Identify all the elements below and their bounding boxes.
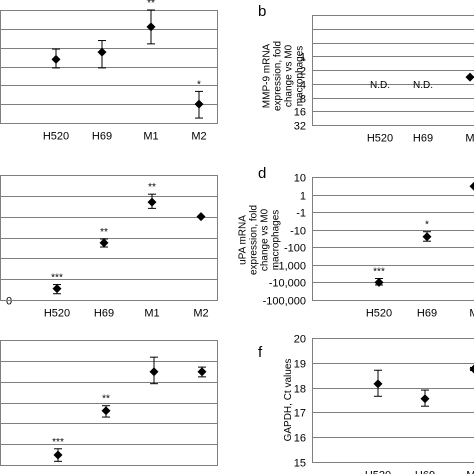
significance-label: ** bbox=[102, 394, 110, 405]
x-tick-label: M1 bbox=[143, 131, 158, 143]
panel-a: H520 H69 M1 M2*** bbox=[0, 0, 218, 143]
x-tick-label: M1 bbox=[146, 473, 161, 474]
x-tick-label: H520 bbox=[44, 308, 70, 320]
data-point bbox=[99, 238, 109, 248]
data-point bbox=[147, 197, 157, 207]
y-tick-label: 8 bbox=[300, 94, 306, 106]
y-axis-title: MMP-9 mRNAexpression, foldchange vs M0ma… bbox=[262, 41, 306, 111]
data-point bbox=[374, 277, 384, 287]
data-point bbox=[53, 450, 63, 460]
x-tick-label: H520 bbox=[367, 133, 393, 145]
significance-label: * bbox=[425, 220, 429, 231]
significance-label: * bbox=[197, 79, 201, 90]
y-tick-label: 10 bbox=[294, 173, 306, 185]
y-tick-label: -1,000 bbox=[275, 261, 306, 273]
y-tick-label: 17 bbox=[294, 408, 306, 420]
x-tick-label: H520 bbox=[365, 470, 391, 474]
panel-letter: f bbox=[258, 344, 263, 361]
y-axis-title: uPA mRNAexpression, foldchange vs M0macr… bbox=[238, 205, 282, 275]
y-tick-label: 20 bbox=[294, 334, 306, 346]
not-detected-label: N.D. bbox=[413, 80, 433, 91]
panel-d: 10 1 -1 -10 -100 -1,000 -10,000 -100,000 H520 H69… bbox=[238, 165, 474, 320]
x-tick-label: H520 bbox=[366, 308, 392, 320]
data-point bbox=[196, 212, 206, 222]
data-point bbox=[101, 406, 111, 416]
x-tick-label: H520 bbox=[45, 473, 71, 474]
x-tick-label: M bbox=[469, 308, 474, 320]
y-tick-label: 16 bbox=[294, 433, 306, 445]
data-point bbox=[52, 284, 62, 294]
data-point bbox=[146, 22, 156, 32]
x-tick-label: H69 bbox=[413, 133, 433, 145]
x-tick-label: M1 bbox=[144, 308, 159, 320]
x-tick-label: H69 bbox=[415, 470, 435, 474]
panel-b: 32 168 4 2 1 H520 H69 M N.D. N.D. MMP-9 mRNAexpres… bbox=[258, 3, 474, 145]
data-point bbox=[422, 232, 432, 242]
panel-letter: b bbox=[258, 3, 266, 20]
y-tick-label: 32 bbox=[294, 121, 306, 133]
significance-label: ** bbox=[100, 227, 108, 238]
data-point bbox=[420, 394, 430, 404]
y-tick-label: 0 bbox=[6, 296, 12, 308]
data-point bbox=[51, 54, 61, 64]
panel-f: 15 16 17 18 19 20 H520 H69 M0 GAPDH, Ct values f bbox=[258, 334, 474, 474]
y-tick-label: 18 bbox=[294, 384, 306, 396]
significance-label: ** bbox=[147, 0, 155, 9]
significance-label: ** bbox=[148, 182, 156, 193]
data-point bbox=[97, 47, 107, 57]
significance-label: *** bbox=[373, 267, 385, 278]
x-tick-label: M2 bbox=[194, 473, 209, 474]
x-tick-label: M2 bbox=[193, 308, 208, 320]
y-tick-label: 4 bbox=[300, 80, 306, 92]
data-point bbox=[469, 181, 474, 191]
x-tick-label: H69 bbox=[92, 131, 112, 143]
panel-letter: d bbox=[258, 165, 266, 182]
data-point bbox=[194, 99, 204, 109]
y-tick-label: 1 bbox=[300, 52, 306, 64]
not-detected-label: N.D. bbox=[370, 80, 390, 91]
data-point bbox=[469, 364, 474, 374]
y-axis-title: GAPDH, Ct values bbox=[283, 359, 294, 442]
x-tick-label: M bbox=[465, 133, 474, 145]
y-tick-label: 15 bbox=[294, 458, 306, 470]
y-tick-label: 19 bbox=[294, 359, 306, 371]
x-tick-label: M2 bbox=[191, 131, 206, 143]
data-point bbox=[373, 379, 383, 389]
x-tick-label: H69 bbox=[94, 308, 114, 320]
data-point bbox=[465, 72, 474, 82]
y-tick-label: -1 bbox=[296, 208, 306, 220]
y-tick-label: -10,000 bbox=[269, 278, 306, 290]
x-tick-label: H520 bbox=[43, 131, 69, 143]
significance-label: *** bbox=[52, 437, 64, 448]
x-tick-label: H69 bbox=[96, 473, 116, 474]
y-tick-label: -10 bbox=[290, 226, 306, 238]
y-tick-label: 1 bbox=[300, 191, 306, 203]
data-point bbox=[197, 367, 207, 377]
significance-label: *** bbox=[51, 273, 63, 284]
y-tick-label: 2 bbox=[300, 66, 306, 78]
y-tick-label: 16 bbox=[294, 107, 306, 119]
x-tick-label: M0 bbox=[466, 470, 474, 474]
data-point bbox=[149, 367, 159, 377]
y-tick-label: -100 bbox=[284, 243, 306, 255]
y-tick-label: -100,000 bbox=[263, 296, 306, 308]
x-tick-label: H69 bbox=[417, 308, 437, 320]
